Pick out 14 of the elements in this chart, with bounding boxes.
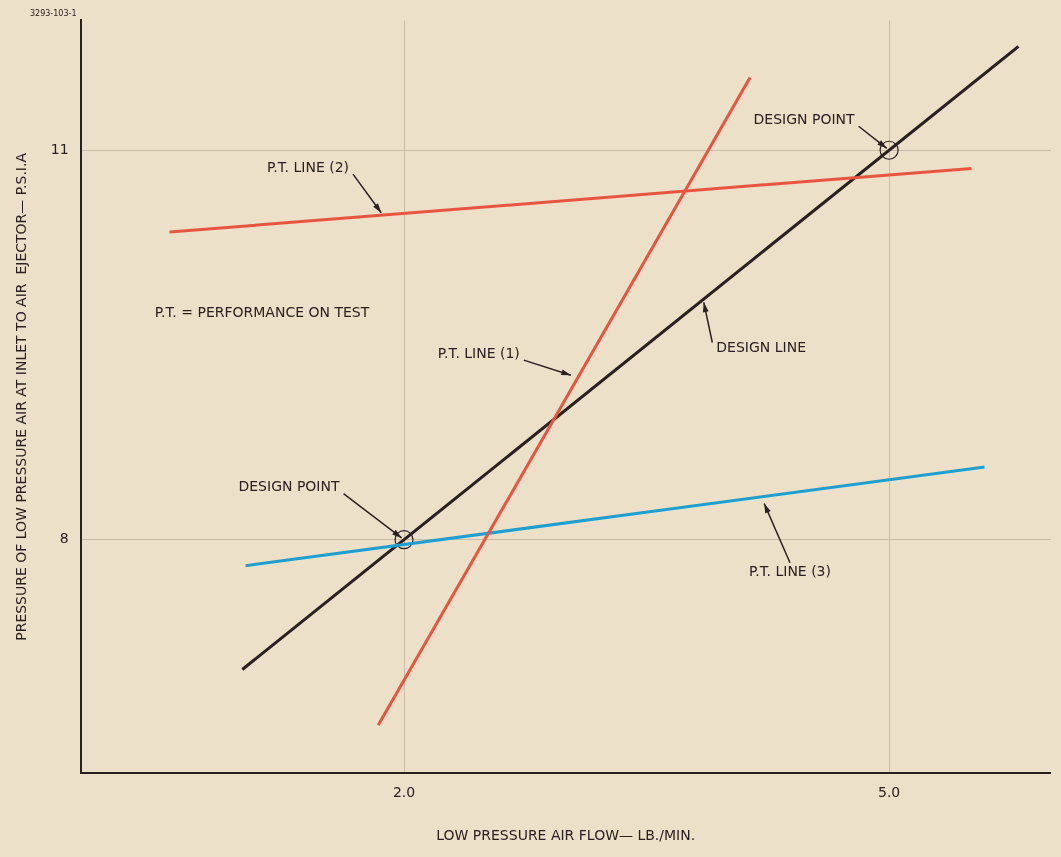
- text: 3293-103-1: [30, 9, 77, 19]
- annotation: DESIGN LINE: [716, 339, 806, 356]
- x-tick-label: 2.0: [392, 784, 416, 801]
- annotation: P.T. LINE (3): [748, 563, 831, 580]
- y-tick-label: 8: [59, 530, 69, 547]
- annotation: DESIGN POINT: [238, 478, 340, 495]
- annotation: DESIGN POINT: [753, 110, 856, 127]
- annotation: P.T. = PERFORMANCE ON TEST: [154, 303, 370, 320]
- x-tick-label: 5.0: [877, 784, 901, 801]
- x-axis-title: LOW PRESSURE AIR FLOW— LB./MIN.: [436, 827, 696, 844]
- y-tick-label: 11: [50, 140, 69, 157]
- annotation: P.T. LINE (1): [437, 344, 520, 361]
- y-axis-title: PRESSURE OF LOW PRESSURE AIR AT INLET TO AIR EJECTOR— P.S.I.A: [13, 152, 30, 641]
- annotation: P.T. LINE (2): [266, 158, 349, 175]
